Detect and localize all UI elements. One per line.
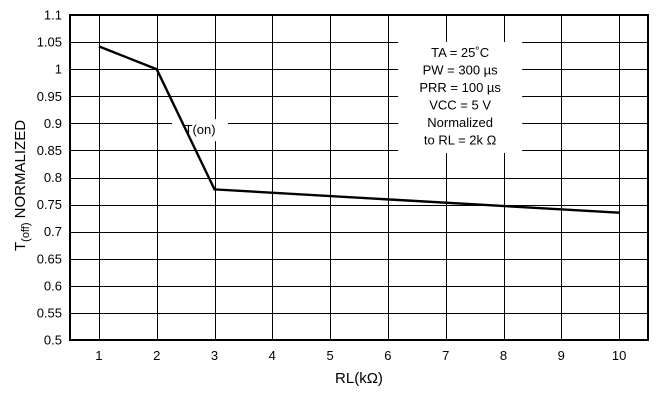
y-tick-label: 0.5 <box>44 333 62 348</box>
x-tick-label: 6 <box>384 348 391 363</box>
x-tick-labels: 1 2 3 4 5 6 7 8 9 10 <box>95 348 626 363</box>
grid-lines <box>70 15 648 341</box>
y-axis-title-subscript: (off) <box>20 222 32 241</box>
condition-line: Normalized <box>427 115 493 130</box>
x-tick-label: 4 <box>269 348 276 363</box>
conditions-text: TA = 25˚C PW = 300 µs PRR = 100 µs VCC = 5 … <box>419 45 501 148</box>
curve-label-background <box>172 119 229 142</box>
condition-line: PW = 300 µs <box>423 62 499 77</box>
series-line <box>98 45 620 214</box>
x-tick-label: 10 <box>612 348 626 363</box>
x-tick-label: 7 <box>442 348 449 363</box>
x-axis-title: RL(kΩ) <box>335 370 383 387</box>
condition-line: VCC = 5 V <box>429 97 491 112</box>
condition-line: TA = 25˚C <box>431 45 489 60</box>
y-tick-label: 0.9 <box>44 116 62 131</box>
x-tick-label: 5 <box>326 348 333 363</box>
condition-line: PRR = 100 µs <box>419 80 501 95</box>
y-tick-label: 0.7 <box>44 224 62 239</box>
y-tick-label: 0.95 <box>37 89 62 104</box>
y-tick-label: 0.6 <box>44 278 62 293</box>
y-tick-label: 0.55 <box>37 305 62 320</box>
x-tick-label: 8 <box>500 348 507 363</box>
y-tick-label: 1 <box>55 62 62 77</box>
y-tick-label: 0.65 <box>37 251 62 266</box>
conditions-box-background <box>398 41 523 153</box>
y-tick-label: 0.85 <box>37 143 62 158</box>
y-axis-title: T(off) NORMALIZED <box>12 120 32 251</box>
y-tick-label: 1.05 <box>37 35 62 50</box>
y-tick-label: 0.8 <box>44 170 62 185</box>
plot-frame <box>69 14 649 341</box>
condition-line: to RL = 2k Ω <box>424 132 497 147</box>
x-tick-label: 9 <box>558 348 565 363</box>
x-tick-label: 3 <box>211 348 218 363</box>
x-tick-label: 1 <box>95 348 102 363</box>
y-axis-title-prefix: T <box>12 242 29 251</box>
curve-label: T(on) <box>185 122 216 137</box>
y-tick-labels: 0.5 0.55 0.6 0.65 0.7 0.75 0.8 0.85 0.9 0.95 1 1.05… <box>37 8 62 348</box>
x-tick-label: 2 <box>153 348 160 363</box>
y-tick-label: 1.1 <box>44 8 62 23</box>
y-tick-label: 0.75 <box>37 197 62 212</box>
y-axis-title-suffix: NORMALIZED <box>12 120 29 223</box>
